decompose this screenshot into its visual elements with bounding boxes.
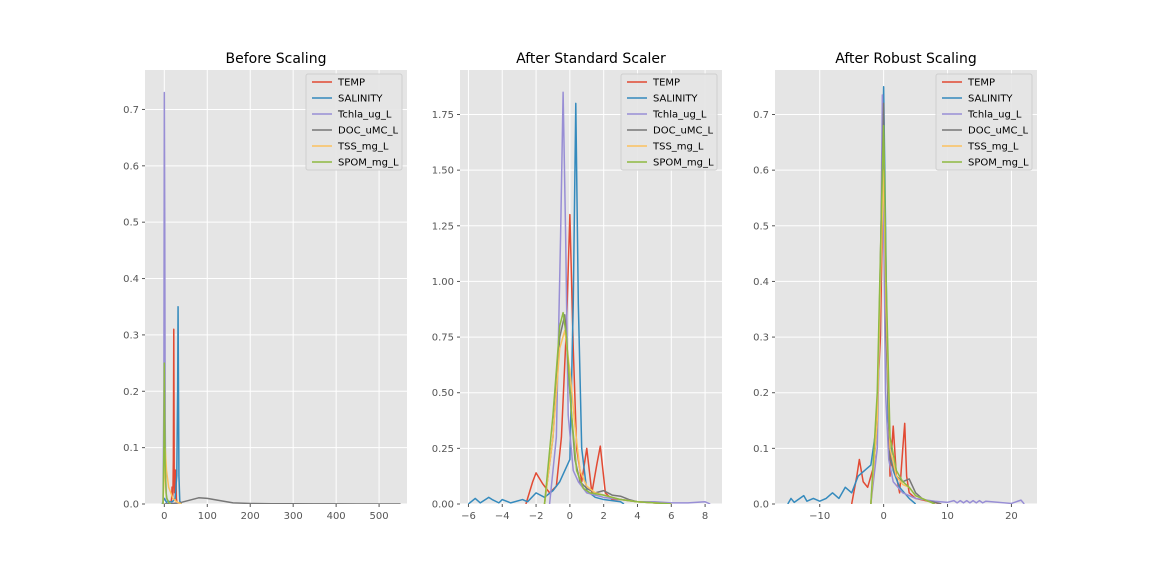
x-tick-label: 200 bbox=[241, 511, 260, 522]
x-tick-label: 0 bbox=[880, 511, 886, 522]
legend-label: TSS_mg_L bbox=[652, 142, 704, 153]
y-tick-label: 0.0 bbox=[753, 500, 769, 511]
series-group bbox=[161, 91, 401, 504]
x-tick-label: −4 bbox=[495, 511, 510, 522]
legend-label: SPOM_mg_L bbox=[338, 158, 399, 169]
series-line-temp bbox=[170, 328, 178, 504]
legend-label: SALINITY bbox=[653, 94, 698, 105]
y-tick-label: 1.00 bbox=[432, 277, 454, 288]
legend-label: TEMP bbox=[967, 78, 995, 89]
y-tick-label: 0.5 bbox=[123, 218, 139, 229]
y-tick-label: 0.3 bbox=[123, 330, 139, 341]
x-tick-label: 20 bbox=[1005, 511, 1018, 522]
y-tick-label: 0.7 bbox=[123, 105, 139, 116]
series-line-salinity bbox=[161, 305, 183, 504]
legend-label: TEMP bbox=[337, 78, 365, 89]
y-tick-label: 0.5 bbox=[753, 221, 769, 232]
x-tick-label: 0 bbox=[567, 511, 573, 522]
legend-label: Tchla_ug_L bbox=[652, 110, 707, 121]
y-tick-label: 0.2 bbox=[123, 387, 139, 398]
y-tick-label: 0.1 bbox=[753, 444, 769, 455]
y-tick-label: 0.6 bbox=[123, 161, 139, 172]
series-line-spom-mg-l bbox=[162, 362, 172, 504]
series-line-tchla-ug-l bbox=[870, 94, 1025, 504]
series-line-tss-mg-l bbox=[162, 446, 182, 504]
y-tick-label: 0.25 bbox=[432, 444, 454, 455]
y-tick-label: 0.00 bbox=[432, 500, 454, 511]
y-tick-label: 0.2 bbox=[753, 388, 769, 399]
y-tick-label: 0.0 bbox=[123, 500, 139, 511]
legend-label: SPOM_mg_L bbox=[653, 158, 714, 169]
legend-label: TSS_mg_L bbox=[967, 142, 1019, 153]
legend-label: SPOM_mg_L bbox=[968, 158, 1029, 169]
legend-label: DOC_uMC_L bbox=[653, 126, 714, 137]
series-line-doc-umc-l bbox=[164, 497, 401, 504]
x-tick-label: 100 bbox=[198, 511, 217, 522]
y-tick-label: 1.50 bbox=[432, 166, 454, 177]
x-tick-label: −10 bbox=[809, 511, 830, 522]
series-line-spom-mg-l bbox=[870, 124, 936, 504]
y-tick-label: 1.75 bbox=[432, 110, 454, 121]
y-tick-label: 0.7 bbox=[753, 110, 769, 121]
series-line-spom-mg-l bbox=[543, 311, 672, 504]
legend-label: SALINITY bbox=[338, 94, 383, 105]
y-tick-label: 0.75 bbox=[432, 333, 454, 344]
y-tick-label: 0.6 bbox=[753, 166, 769, 177]
chart-title: After Standard Scaler bbox=[516, 51, 666, 67]
x-tick-label: 0 bbox=[161, 511, 167, 522]
legend-label: DOC_uMC_L bbox=[338, 126, 399, 137]
series-line-tchla-ug-l bbox=[548, 91, 711, 504]
y-tick-label: 1.25 bbox=[432, 221, 454, 232]
chart-panel-1: 0 100 200 300 400 500 0.0 0.1 0.2 0.3 0.4 0.5 0.6 0.7… bbox=[123, 51, 407, 522]
y-tick-label: 0.1 bbox=[123, 443, 139, 454]
x-tick-label: 300 bbox=[284, 511, 303, 522]
legend-label: SALINITY bbox=[968, 94, 1013, 105]
legend-label: Tchla_ug_L bbox=[337, 110, 392, 121]
legend-label: TEMP bbox=[652, 78, 680, 89]
legend: TEMP SALINITY Tchla_ug_L DOC_uMC_L TSS_mg_L S… bbox=[935, 73, 1033, 171]
chart-title: Before Scaling bbox=[226, 51, 327, 67]
x-tick-label: −6 bbox=[461, 511, 476, 522]
x-tick-label: −2 bbox=[529, 511, 544, 522]
chart-title: After Robust Scaling bbox=[835, 51, 976, 67]
y-tick-label: 0.4 bbox=[753, 277, 769, 288]
x-tick-label: 400 bbox=[327, 511, 346, 522]
x-tick-label: 500 bbox=[370, 511, 389, 522]
y-tick-label: 0.3 bbox=[753, 333, 769, 344]
chart-panel-2: −6 −4 −2 0 2 4 6 8 0.00 0.25 0.50 0.75 1.00 1.25 1.50 1… bbox=[432, 51, 722, 522]
x-tick-label: 6 bbox=[668, 511, 674, 522]
legend-label: DOC_uMC_L bbox=[968, 126, 1029, 137]
chart-panel-3: −10 0 10 20 0.0 0.1 0.2 0.3 0.4 0.5 0.6 0.7 After Ro… bbox=[753, 51, 1037, 522]
y-tick-label: 0.50 bbox=[432, 388, 454, 399]
legend-label: TSS_mg_L bbox=[337, 142, 389, 153]
x-tick-label: 8 bbox=[702, 511, 708, 522]
x-tick-label: 4 bbox=[634, 511, 640, 522]
legend: TEMP SALINITY Tchla_ug_L DOC_uMC_L TSS_mg_L S… bbox=[620, 73, 718, 171]
y-tick-label: 0.4 bbox=[123, 274, 139, 285]
series-group bbox=[467, 91, 711, 504]
legend: TEMP SALINITY Tchla_ug_L DOC_uMC_L TSS_mg_L S… bbox=[305, 73, 403, 171]
x-tick-label: 2 bbox=[600, 511, 606, 522]
series-group bbox=[787, 85, 1025, 504]
legend-label: Tchla_ug_L bbox=[967, 110, 1022, 121]
x-tick-label: 10 bbox=[941, 511, 954, 522]
